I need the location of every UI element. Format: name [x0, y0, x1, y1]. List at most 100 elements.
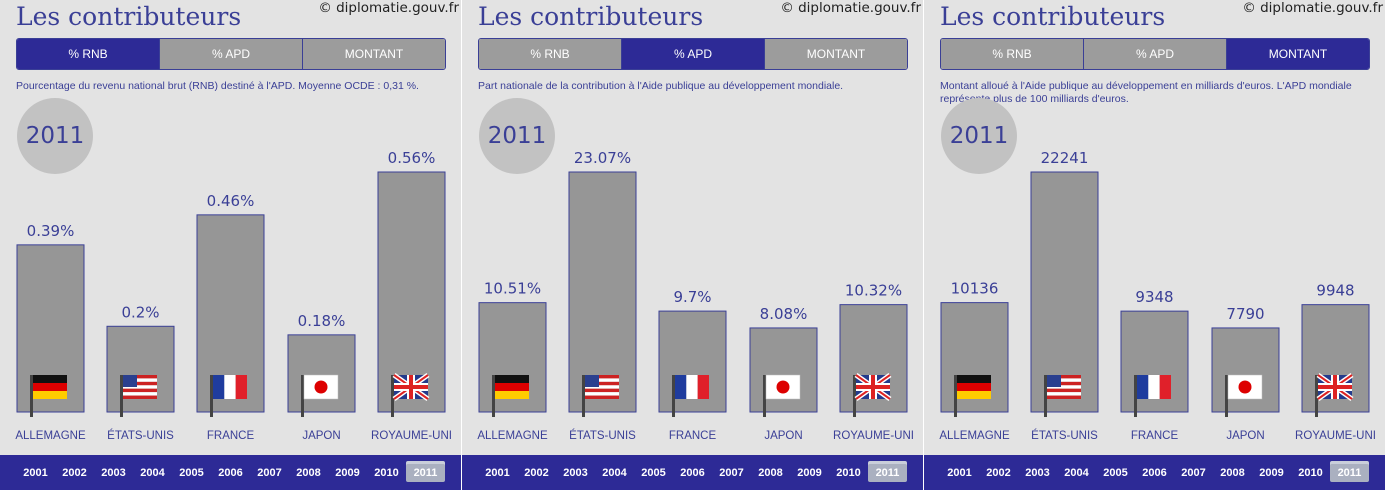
year-button[interactable]: 2001: [947, 466, 972, 479]
flag-stripe: [686, 375, 698, 399]
year-button[interactable]: 2009: [335, 466, 360, 479]
year-button[interactable]: 2011: [868, 463, 907, 482]
metric-tab[interactable]: MONTANT: [765, 39, 907, 69]
year-button[interactable]: 2003: [1025, 466, 1050, 479]
category-label: FRANCE: [1131, 430, 1179, 442]
year-button[interactable]: 2004: [602, 466, 627, 479]
year-button[interactable]: 2008: [296, 466, 321, 479]
year-button[interactable]: 2006: [680, 466, 705, 479]
flag-group: [1225, 374, 1263, 417]
value-label: 0.56%: [388, 149, 436, 167]
flag-stripe: [1047, 388, 1081, 393]
flag-stripe: [1137, 375, 1149, 399]
flag-stripe: [585, 388, 619, 393]
flag-stripe: [1159, 375, 1171, 399]
flag-group: [582, 375, 619, 417]
year-button[interactable]: 2010: [1298, 466, 1323, 479]
bar: [106, 325, 175, 413]
flag-group: [1044, 375, 1081, 417]
flag-stripe: [123, 388, 157, 393]
panel-description: Part nationale de la contribution à l'Ai…: [478, 80, 844, 92]
metric-tab[interactable]: MONTANT: [1227, 39, 1369, 69]
year-button[interactable]: 2011: [406, 463, 445, 482]
year-button[interactable]: 2006: [1142, 466, 1167, 479]
value-label: 10.51%: [484, 280, 541, 298]
year-button[interactable]: 2005: [179, 466, 204, 479]
category-label: ALLEMAGNE: [477, 430, 548, 442]
category-label: ÉTATS-UNIS: [107, 429, 174, 442]
credit-text: © diplomatie.gouv.fr: [780, 0, 921, 16]
metric-tab[interactable]: % RNB: [17, 39, 160, 69]
year-button[interactable]: 2004: [1064, 466, 1089, 479]
bar: [287, 334, 356, 413]
value-label: 0.46%: [207, 192, 255, 210]
metric-tab[interactable]: MONTANT: [303, 39, 445, 69]
metric-tab[interactable]: % APD: [160, 39, 303, 69]
flag-group: [30, 375, 67, 417]
bar-chart: 0.39% ALLEMAGNE 0.2% ÉTATS-UNIS 0.46% FRANCE 0…: [15, 149, 452, 442]
year-button[interactable]: 2001: [23, 466, 48, 479]
category-label: ROYAUME-UNI: [833, 430, 914, 442]
flag-stripe: [1047, 395, 1081, 399]
category-label: ALLEMAGNE: [15, 430, 86, 442]
year-button[interactable]: 2007: [1181, 466, 1206, 479]
year-button[interactable]: 2003: [563, 466, 588, 479]
flag-pole: [1134, 375, 1137, 417]
year-button[interactable]: 2002: [986, 466, 1011, 479]
flag-group: [672, 375, 709, 417]
metric-tab[interactable]: % RNB: [479, 39, 622, 69]
value-label: 23.07%: [574, 149, 631, 167]
year-button[interactable]: 2010: [374, 466, 399, 479]
year-button[interactable]: 2009: [797, 466, 822, 479]
metric-tab[interactable]: % RNB: [941, 39, 1084, 69]
year-button[interactable]: 2009: [1259, 466, 1284, 479]
metric-tab[interactable]: % APD: [1084, 39, 1227, 69]
year-button[interactable]: 2006: [218, 466, 243, 479]
flag-canton: [123, 375, 137, 387]
panel-title: Les contributeurs: [16, 2, 242, 31]
value-label: 0.2%: [121, 303, 159, 321]
flag-stripe: [1047, 385, 1081, 389]
flag-stripe: [213, 375, 225, 399]
metric-tab[interactable]: % APD: [622, 39, 765, 69]
bar: [377, 171, 446, 413]
year-button[interactable]: 2001: [485, 466, 510, 479]
year-button[interactable]: 2005: [1103, 466, 1128, 479]
year-button[interactable]: 2002: [62, 466, 87, 479]
value-label: 0.39%: [27, 222, 75, 240]
flag-group: [954, 375, 991, 417]
credit-text: © diplomatie.gouv.fr: [1242, 0, 1383, 16]
flag-stripe: [1047, 392, 1081, 396]
category-label: FRANCE: [669, 430, 717, 442]
flag-stripe: [123, 392, 157, 396]
flag-pole: [1044, 375, 1047, 417]
year-button[interactable]: 2005: [641, 466, 666, 479]
year-button[interactable]: 2008: [1220, 466, 1245, 479]
usa-flag-icon: [123, 375, 157, 399]
category-label: JAPON: [764, 430, 802, 442]
year-button[interactable]: 2007: [719, 466, 744, 479]
panel-title: Les contributeurs: [478, 2, 704, 31]
flag-stripe: [123, 395, 157, 399]
uk-flag-icon: [1316, 372, 1354, 402]
category-label: JAPON: [302, 430, 340, 442]
year-button[interactable]: 2004: [140, 466, 165, 479]
year-button[interactable]: 2002: [524, 466, 549, 479]
flag-stripe: [33, 383, 67, 391]
japan-flag-icon: [303, 374, 339, 400]
flag-pole: [672, 375, 675, 417]
value-label: 7790: [1226, 305, 1264, 323]
year-button[interactable]: 2010: [836, 466, 861, 479]
flag-stripe: [33, 375, 67, 383]
year-button[interactable]: 2011: [1330, 463, 1369, 482]
value-label: 0.18%: [298, 312, 346, 330]
value-label: 9948: [1316, 282, 1354, 300]
year-button[interactable]: 2003: [101, 466, 126, 479]
year-button[interactable]: 2008: [758, 466, 783, 479]
year-button[interactable]: 2007: [257, 466, 282, 479]
category-label: ROYAUME-UNI: [371, 430, 452, 442]
flag-stripe: [224, 375, 236, 399]
flag-pole: [492, 375, 495, 417]
category-label: JAPON: [1226, 430, 1264, 442]
uk-flag-icon: [392, 372, 430, 402]
